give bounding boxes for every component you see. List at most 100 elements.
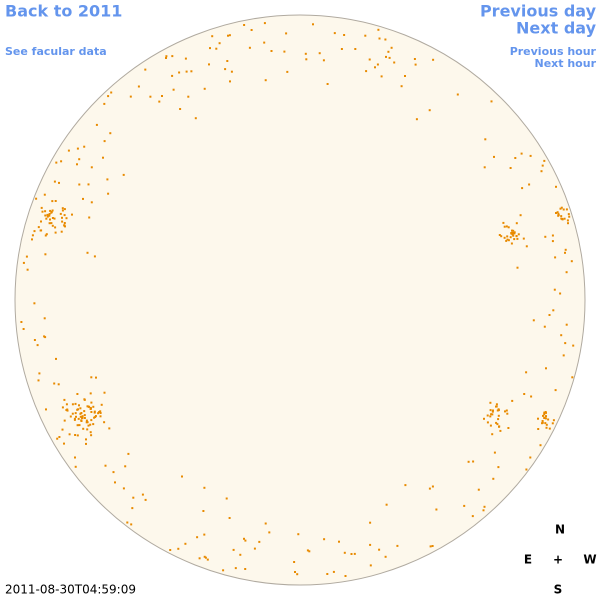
facula-point xyxy=(435,508,438,511)
facula-point xyxy=(540,170,543,173)
compass-north: N xyxy=(555,523,565,537)
facula-point xyxy=(33,230,36,233)
facula-point xyxy=(557,214,560,217)
facula-point xyxy=(68,433,71,436)
facula-point xyxy=(537,417,539,420)
facula-point xyxy=(490,100,493,103)
facula-point xyxy=(89,423,92,426)
facula-point xyxy=(59,212,62,215)
facula-point xyxy=(194,117,197,120)
facula-point xyxy=(93,416,96,419)
facula-point xyxy=(76,434,79,437)
facula-point xyxy=(484,138,487,141)
facula-point xyxy=(507,427,510,429)
facula-point xyxy=(396,544,399,547)
facula-point xyxy=(497,418,500,421)
facula-point xyxy=(76,393,79,395)
facula-point xyxy=(545,411,547,414)
facula-point xyxy=(86,428,89,431)
facula-point xyxy=(178,71,181,74)
next-hour-link[interactable]: Next hour xyxy=(535,57,597,70)
facula-point xyxy=(44,234,47,237)
facula-point xyxy=(81,417,84,420)
back-link[interactable]: Back to 2011 xyxy=(5,2,122,21)
facula-point xyxy=(491,413,494,416)
previous-hour-link[interactable]: Previous hour xyxy=(510,45,597,58)
facula-point xyxy=(90,201,93,204)
facula-point xyxy=(54,226,57,229)
facula-point xyxy=(263,22,266,25)
facula-point xyxy=(332,570,335,573)
facula-point xyxy=(543,411,546,414)
compass-east: E xyxy=(524,553,532,567)
facula-point xyxy=(456,93,459,96)
facula-point xyxy=(551,234,554,237)
facula-point xyxy=(471,515,474,518)
compass-west: W xyxy=(583,553,596,567)
facula-point xyxy=(294,571,296,573)
facula-point xyxy=(53,217,56,220)
facula-point xyxy=(95,376,97,379)
facula-point xyxy=(65,403,68,406)
facula-point xyxy=(78,158,81,161)
facula-point xyxy=(511,399,514,402)
facula-point xyxy=(51,200,54,203)
facula-point xyxy=(76,147,79,150)
facula-point xyxy=(31,238,33,241)
facula-point xyxy=(226,60,229,62)
previous-day-link[interactable]: Previous day xyxy=(480,2,597,21)
facula-point xyxy=(393,61,396,64)
facula-point xyxy=(87,424,90,427)
facula-point xyxy=(544,417,547,420)
facula-point xyxy=(229,80,231,83)
facula-point xyxy=(171,74,174,77)
facula-point xyxy=(74,412,77,415)
facula-point xyxy=(353,552,356,555)
facula-point xyxy=(483,505,486,508)
facula-point xyxy=(46,215,49,218)
facula-point xyxy=(63,208,66,211)
next-day-link[interactable]: Next day xyxy=(516,19,597,38)
facula-point xyxy=(61,406,64,409)
facula-point xyxy=(532,319,535,322)
facula-point xyxy=(74,465,77,468)
facula-point xyxy=(95,123,98,126)
facula-point xyxy=(507,239,510,242)
facula-point xyxy=(541,164,544,167)
facular-link[interactable]: See facular data xyxy=(5,45,107,58)
facula-point xyxy=(322,59,325,62)
facula-point xyxy=(22,328,25,330)
facula-point xyxy=(258,540,261,543)
facula-layer xyxy=(20,22,575,577)
facula-point xyxy=(98,411,101,413)
facula-point xyxy=(318,52,321,55)
facula-point xyxy=(89,431,92,434)
facula-point xyxy=(58,181,60,184)
facula-point xyxy=(230,70,233,73)
facula-point xyxy=(37,226,40,229)
facula-point xyxy=(83,145,86,148)
facula-point xyxy=(519,214,522,217)
facula-point xyxy=(502,221,505,224)
facula-point xyxy=(286,70,289,73)
facula-point xyxy=(340,48,343,50)
facula-point xyxy=(566,219,569,222)
facula-point xyxy=(144,68,147,71)
facula-point xyxy=(498,234,501,236)
facula-point xyxy=(514,157,517,159)
facula-point xyxy=(556,211,559,214)
facula-point xyxy=(40,206,43,209)
facula-point xyxy=(43,335,46,338)
facula-point xyxy=(109,132,112,135)
facula-point xyxy=(50,210,53,213)
facula-point xyxy=(354,48,357,50)
facula-point xyxy=(67,149,70,152)
facula-point xyxy=(404,484,407,487)
facula-point xyxy=(296,573,299,576)
facula-point xyxy=(239,553,242,556)
facula-point xyxy=(268,531,271,534)
facula-point xyxy=(103,140,106,143)
facula-point xyxy=(467,460,470,463)
facula-point xyxy=(477,488,480,491)
facula-point xyxy=(507,226,510,229)
